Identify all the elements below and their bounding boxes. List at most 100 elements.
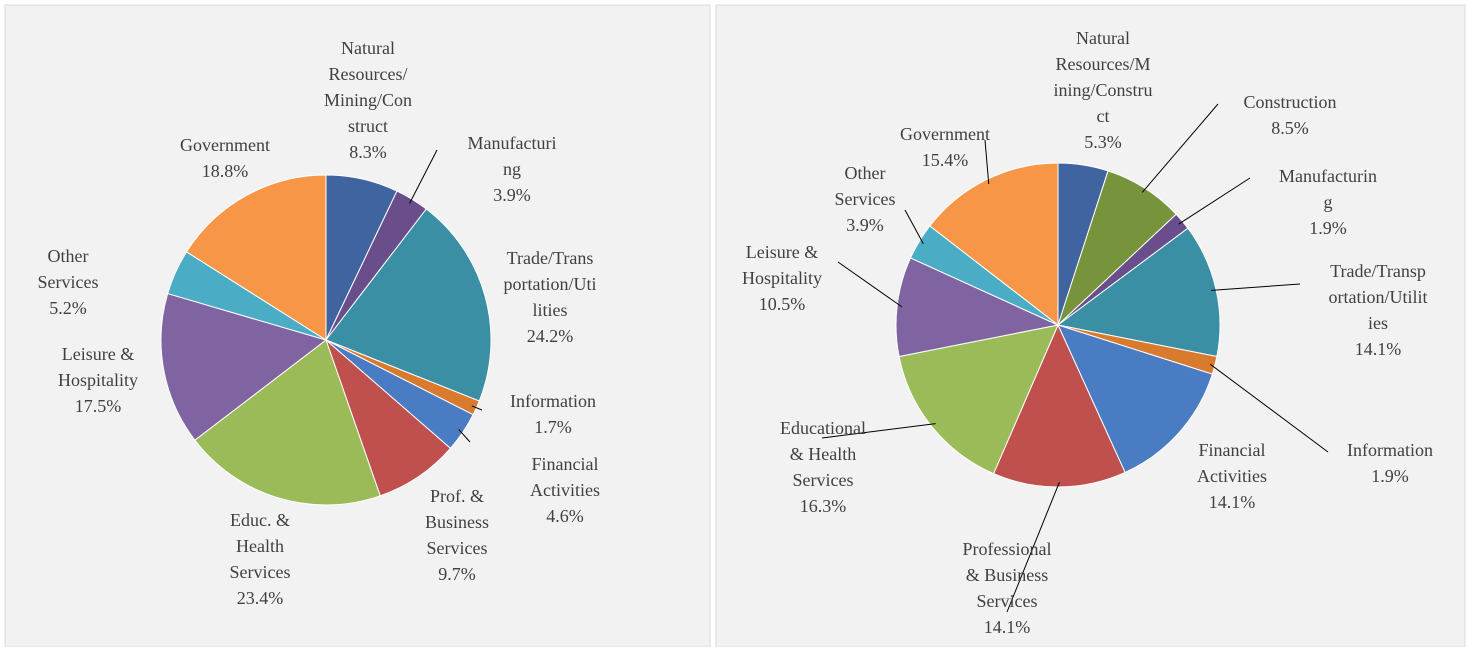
value-label: 3.9%: [493, 185, 531, 205]
pie-slice: [185, 174, 327, 341]
leader-line: [1211, 283, 1301, 291]
value-label: 8.5%: [1271, 118, 1309, 138]
leader-line: [458, 429, 471, 443]
label-line: portation/Uti: [504, 274, 597, 294]
data-label: Financial Activities 14.1%: [1197, 440, 1267, 512]
pie-slice: [895, 257, 1060, 358]
pie-slice: [324, 338, 452, 497]
label-line: Resources/M: [1056, 54, 1151, 74]
pie-slice: [1056, 227, 1221, 358]
label-line: ct: [1097, 106, 1110, 126]
label-line: struct: [348, 116, 388, 136]
label-line: Manufacturin: [1279, 166, 1377, 186]
label-line: Trade/Transp: [1330, 261, 1426, 281]
label-line: Activities: [530, 480, 600, 500]
data-label: Educ. & Health Services 23.4%: [230, 510, 291, 608]
data-label: Leisure & Hospitality 17.5%: [58, 344, 138, 416]
pie-slice: [929, 162, 1059, 327]
value-label: 23.4%: [237, 588, 284, 608]
leader-line: [821, 423, 936, 439]
data-label: Manufacturi ng 3.9%: [468, 133, 557, 205]
pie: [895, 162, 1221, 488]
label-line: Manufacturi: [468, 133, 557, 153]
label-line: Prof. &: [430, 486, 484, 506]
label-line: Trade/Trans: [507, 248, 594, 268]
data-label: Natural Resources/Mining/Con struct 8.3%: [324, 38, 412, 162]
data-label: Information 1.9%: [1347, 440, 1433, 486]
label-line: Health: [236, 536, 284, 556]
data-label: Trade/Transp ortation/Utilit ies 14.1%: [1329, 261, 1428, 359]
label-line: Services: [230, 562, 291, 582]
value-label: 9.7%: [438, 564, 476, 584]
leader-line: [1209, 363, 1329, 453]
data-label: Trade/Trans portation/Uti lities 24.2%: [504, 248, 597, 346]
value-label: 10.5%: [759, 294, 806, 314]
value-label: 1.9%: [1309, 218, 1347, 238]
label-line: Financial: [1199, 440, 1266, 460]
label-line: Mining/Con: [324, 90, 412, 110]
label-line: Activities: [1197, 466, 1267, 486]
value-label: 4.6%: [546, 506, 584, 526]
pie-slice: [325, 208, 492, 402]
label-line: Financial: [532, 454, 599, 474]
data-label: Natural Resources/M ining/Constru ct 5.3%: [1053, 28, 1152, 152]
value-label: 14.1%: [984, 617, 1031, 637]
leader-line: [1141, 103, 1219, 193]
label-line: Services: [835, 189, 896, 209]
label-line: Business: [425, 512, 489, 532]
value-label: 5.2%: [49, 298, 87, 318]
label-line: Services: [427, 538, 488, 558]
data-label: Financial Activities 4.6%: [530, 454, 600, 526]
data-label: Other Services 5.2%: [38, 246, 99, 318]
value-label: 14.1%: [1209, 492, 1256, 512]
value-label: 3.9%: [846, 215, 884, 235]
value-label: 16.3%: [800, 496, 847, 516]
pie-slice: [194, 339, 381, 506]
leader-line: [904, 209, 924, 245]
label-line: Professional: [963, 539, 1052, 559]
data-label: Government 18.8%: [180, 135, 270, 181]
data-label: Leisure & Hospitality 10.5%: [742, 242, 822, 314]
label-line: ining/Constru: [1053, 80, 1152, 100]
value-label: 5.3%: [1084, 132, 1122, 152]
data-label: Government 15.4%: [900, 124, 990, 170]
label-line: Other: [845, 163, 886, 183]
pie-slice: [898, 324, 1059, 475]
label-line: ies: [1368, 313, 1388, 333]
value-label: 17.5%: [75, 396, 122, 416]
data-label: Educational & Health Services 16.3%: [780, 418, 866, 516]
leader-line: [984, 139, 990, 184]
data-label: Manufacturin g 1.9%: [1279, 166, 1377, 238]
leader-line: [1006, 481, 1060, 613]
label-line: Educ. &: [230, 510, 290, 530]
label-line: Hospitality: [58, 370, 138, 390]
label-line: Resources/: [329, 64, 408, 84]
label-line: Information: [1347, 440, 1433, 460]
value-label: 1.7%: [534, 417, 572, 437]
label-line: Other: [48, 246, 89, 266]
leader-line: [837, 261, 903, 308]
label-line: Services: [977, 591, 1038, 611]
label-line: Construction: [1244, 92, 1337, 112]
data-label: Construction 8.5%: [1244, 92, 1337, 138]
data-label: Other Services 3.9%: [835, 163, 896, 235]
leader-line: [1178, 177, 1251, 225]
value-label: 24.2%: [527, 326, 574, 346]
label-line: Services: [38, 272, 99, 292]
label-line: ng: [503, 159, 521, 179]
pie-slice: [1057, 324, 1213, 474]
value-label: 18.8%: [202, 161, 249, 181]
label-line: Educational: [780, 418, 866, 438]
value-label: 1.9%: [1371, 466, 1409, 486]
label-line: Information: [510, 391, 596, 411]
leader-line: [409, 149, 438, 204]
label-line: Hospitality: [742, 268, 822, 288]
label-line: lities: [533, 300, 568, 320]
value-label: 8.3%: [349, 142, 387, 162]
data-label: Prof. & Business Services 9.7%: [425, 486, 489, 584]
pie-slice: [992, 323, 1126, 488]
label-line: & Health: [790, 444, 856, 464]
data-label: Professional & Business Services 14.1%: [963, 539, 1052, 637]
label-line: Leisure &: [746, 242, 818, 262]
